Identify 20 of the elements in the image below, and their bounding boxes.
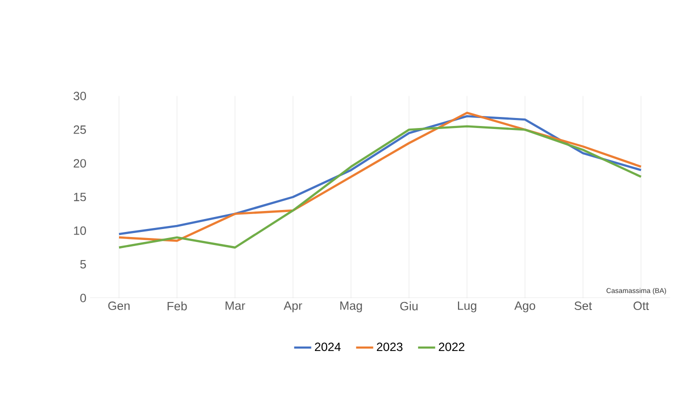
- legend-label: 2024: [314, 342, 341, 352]
- x-tick-label: Ott: [634, 302, 649, 310]
- y-tick-label: 25: [74, 125, 86, 134]
- x-tick-label: Gen: [108, 302, 130, 310]
- x-tick-label: Lug: [458, 302, 476, 312]
- x-tick-label: Feb: [168, 302, 187, 310]
- y-tick-label: 0: [80, 294, 86, 302]
- y-tick-label: 5: [80, 260, 86, 269]
- legend-label: 2022: [438, 342, 464, 352]
- x-tick-label: Apr: [284, 302, 302, 312]
- y-tick-label: 20: [74, 159, 86, 168]
- x-tick-label: Giu: [400, 302, 418, 310]
- legend-label: 2023: [376, 342, 402, 352]
- y-tick-label: 10: [74, 226, 86, 235]
- y-tick-label: 15: [74, 192, 86, 202]
- y-tick-label: 30: [74, 92, 86, 100]
- x-tick-label: Set: [574, 302, 592, 310]
- x-tick-label: Mar: [226, 302, 246, 310]
- x-tick-label: Mag: [340, 302, 362, 312]
- x-tick-label: Ago: [514, 302, 536, 312]
